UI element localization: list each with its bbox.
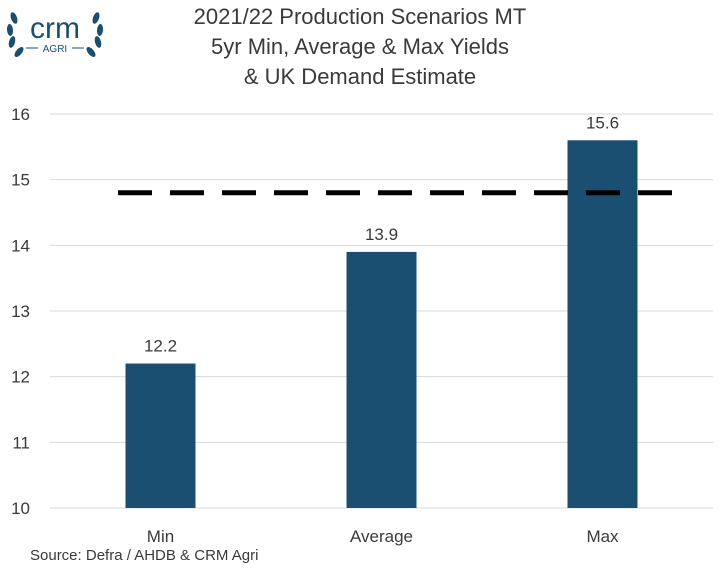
y-tick-label: 14: [11, 236, 30, 255]
data-label: 13.9: [365, 225, 398, 244]
bar: [346, 251, 417, 508]
chart-title-line-3: & UK Demand Estimate: [243, 64, 477, 89]
y-tick-label: 10: [11, 499, 30, 518]
logo-sub: AGRI: [43, 44, 67, 55]
chart-title-line-2: 5yr Min, Average & Max Yields: [211, 34, 509, 59]
laurel-wreath-icon: [6, 12, 104, 57]
bar: [567, 140, 638, 508]
x-tick-label: Max: [586, 527, 619, 546]
x-tick-label: Min: [147, 527, 174, 546]
y-tick-label: 13: [11, 302, 30, 321]
bar: [125, 363, 196, 508]
crm-agri-logo: crm AGRI: [6, 12, 104, 57]
data-label: 12.2: [144, 337, 177, 356]
data-label: 15.6: [586, 113, 619, 132]
y-tick-label: 11: [12, 433, 30, 452]
y-tick-label: 15: [11, 171, 30, 190]
source-note: Source: Defra / AHDB & CRM Agri: [30, 547, 259, 564]
chart-title-line-1: 2021/22 Production Scenarios MT: [193, 4, 527, 29]
y-tick-label: 16: [11, 105, 30, 124]
x-tick-label: Average: [350, 527, 413, 546]
logo-brand: crm: [30, 12, 80, 45]
y-tick-label: 12: [11, 368, 30, 387]
